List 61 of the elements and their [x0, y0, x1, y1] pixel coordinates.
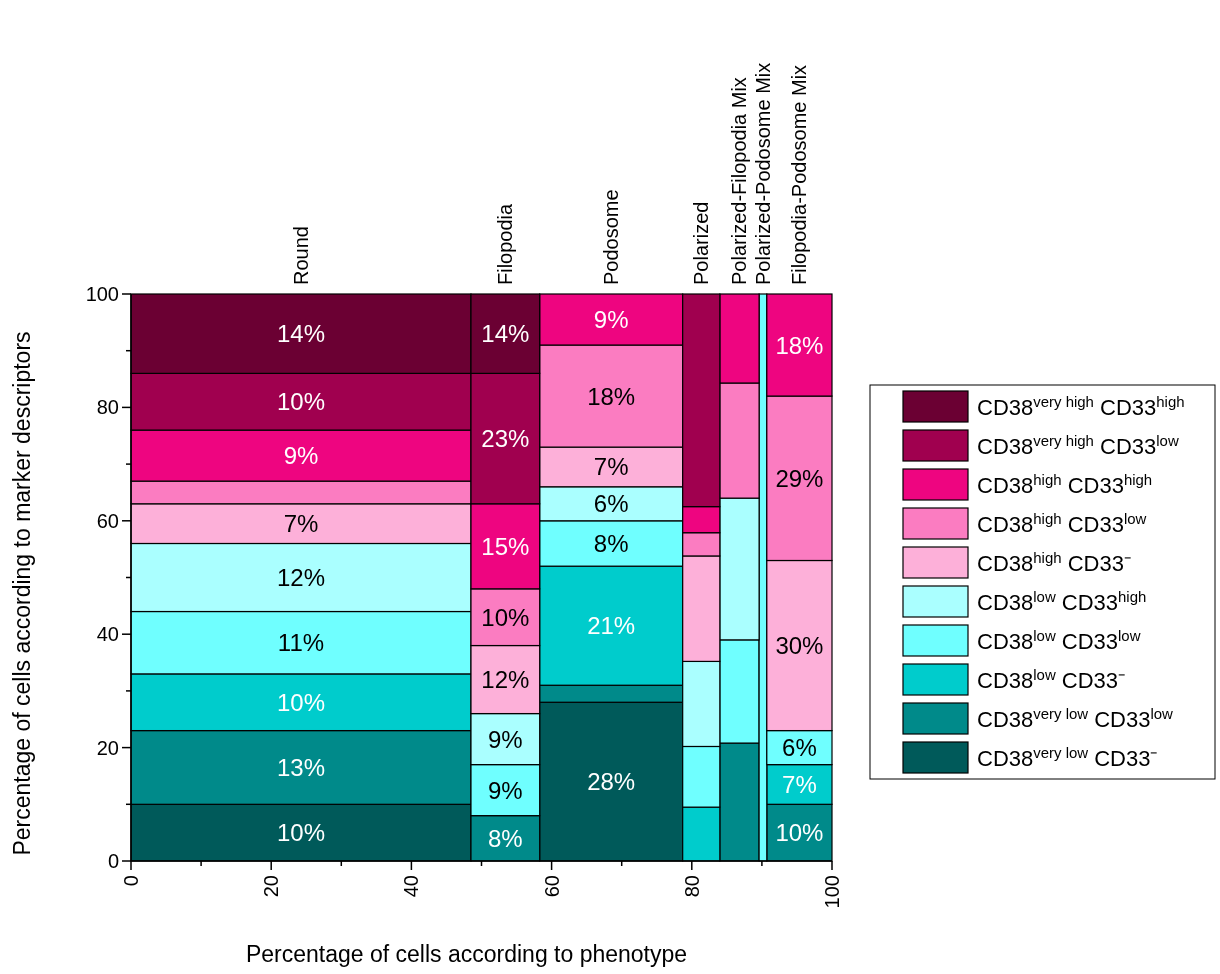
- y-tick-label: 80: [96, 396, 119, 419]
- legend-label: CD38$^{high}$ CD33$^{low}$: [977, 509, 1147, 537]
- annotation: Polarized-Podosome Mix: [751, 62, 774, 285]
- data-label: 13%: [276, 753, 326, 781]
- data-label: 8%: [593, 529, 629, 557]
- legend-label: CD38$^{low}$ CD33⁻: [977, 665, 1126, 693]
- data-label: 9%: [487, 776, 523, 804]
- data-label: 7%: [782, 770, 817, 798]
- y-tick-label: 40: [96, 623, 119, 646]
- legend-label: CD38$^{high}$ CD33$^{high}$: [977, 470, 1153, 498]
- data-label: 18%: [587, 382, 636, 410]
- data-label: 10%: [276, 388, 326, 416]
- x-tick-label: 20: [260, 875, 283, 898]
- y-tick-label: 100: [85, 283, 119, 305]
- data-label: 6%: [782, 734, 817, 762]
- legend-label: CD38$^{very low}$ CD33$^{low}$: [977, 704, 1174, 732]
- data-label: 11%: [277, 629, 325, 657]
- data-label: 10%: [481, 603, 530, 631]
- annotation: Round: [289, 226, 312, 285]
- annotation: Polarized-Filopodia Mix: [728, 77, 751, 285]
- legend-label: CD38$^{low}$ CD33$^{low}$: [977, 626, 1141, 654]
- data-label: 29%: [775, 464, 824, 492]
- data-label: 14%: [481, 320, 530, 348]
- data-label: 15%: [481, 532, 530, 560]
- y-tick-label: 60: [96, 509, 119, 532]
- x-tick-label: 100: [821, 875, 843, 909]
- x-axis-title: Percentage of cells according to phenotype: [245, 941, 688, 967]
- data-label: 10%: [775, 819, 824, 847]
- legend-label: CD38$^{very low}$ CD33⁻: [977, 743, 1158, 771]
- data-label: 10%: [276, 819, 326, 847]
- data-label: 7%: [283, 510, 319, 538]
- data-label: 9%: [593, 306, 629, 334]
- data-label: 21%: [587, 612, 636, 640]
- data-label: 9%: [283, 442, 319, 470]
- data-label: 9%: [487, 725, 523, 753]
- y-tick-label: 20: [96, 736, 119, 759]
- legend-label: CD38$^{very high}$ CD33$^{high}$: [977, 392, 1185, 420]
- x-tick-label: 0: [120, 875, 142, 887]
- x-tick-label: 60: [540, 875, 563, 898]
- data-label: 14%: [276, 320, 326, 348]
- annotation: Filopodia: [494, 202, 517, 285]
- data-label: 8%: [487, 824, 523, 852]
- legend-label: CD38$^{low}$ CD33$^{high}$: [977, 587, 1147, 615]
- x-tick-label: 40: [400, 875, 423, 898]
- y-tick-label: 0: [107, 850, 119, 872]
- x-tick-label: 80: [680, 875, 703, 898]
- data-label: 23%: [481, 425, 530, 453]
- data-label: 6%: [593, 490, 629, 518]
- annotation: Podosome: [600, 189, 623, 285]
- annotation: Polarized: [690, 201, 713, 285]
- data-label: 12%: [481, 666, 530, 694]
- data-label: 28%: [587, 768, 636, 796]
- legend-label: CD38$^{high}$ CD33⁻: [977, 548, 1131, 576]
- data-label: 30%: [775, 632, 824, 660]
- annotation: Filopodia-Podosome Mix: [788, 64, 811, 285]
- data-label: 10%: [276, 688, 326, 716]
- data-label: 7%: [593, 453, 629, 481]
- data-label: 18%: [775, 331, 824, 359]
- y-axis-title: Percentage of cells according to marker descriptors: [9, 331, 35, 856]
- data-label: 12%: [276, 564, 326, 591]
- legend-label: CD38$^{very high}$ CD33$^{low}$: [977, 431, 1179, 459]
